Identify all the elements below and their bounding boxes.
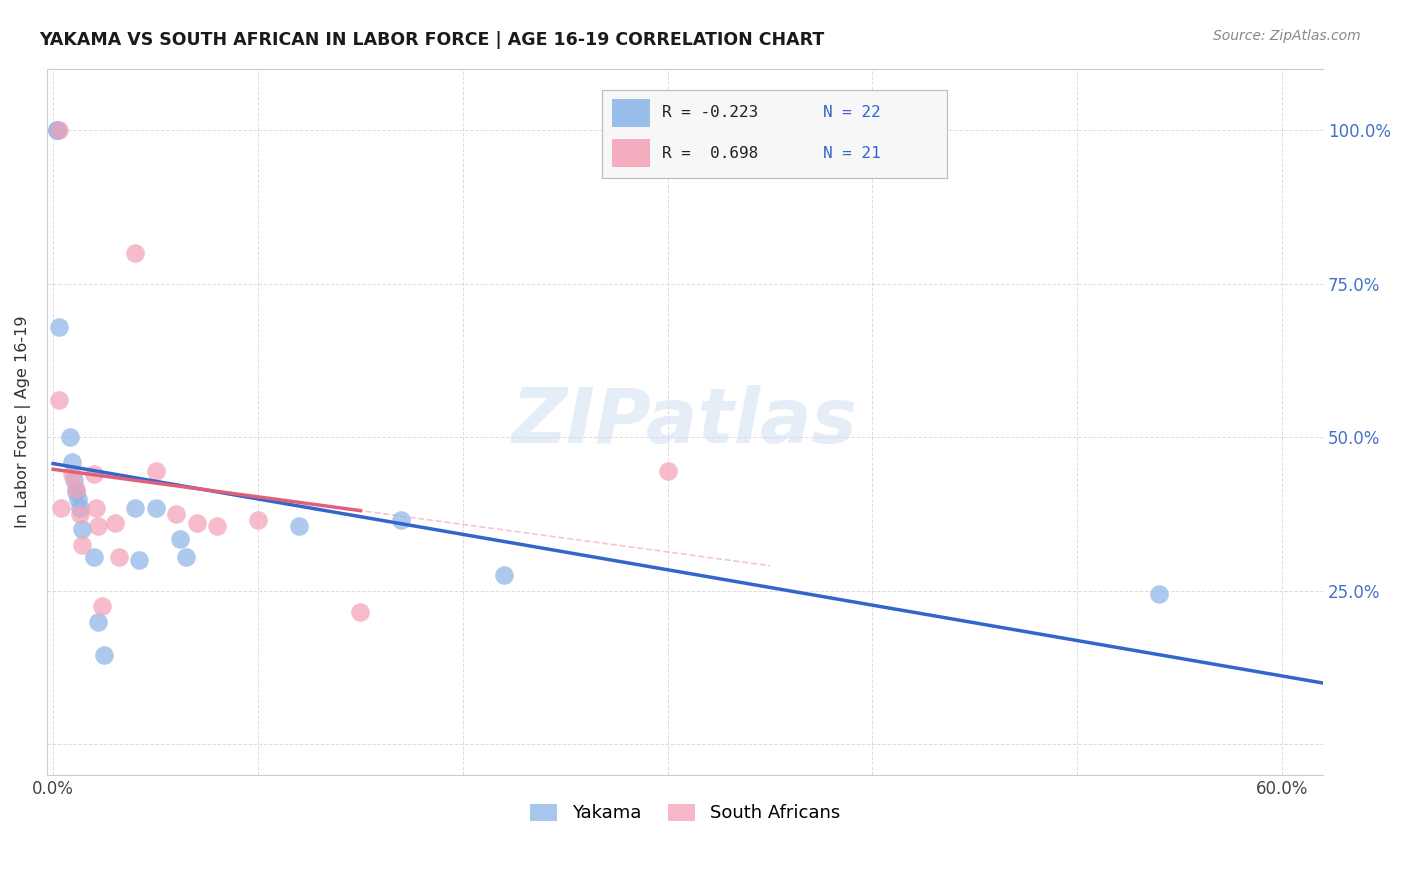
Point xyxy=(66,491,89,506)
Point xyxy=(83,549,105,564)
Point xyxy=(69,507,91,521)
Point xyxy=(48,393,70,408)
Point xyxy=(91,599,114,614)
Point xyxy=(60,467,83,481)
Point xyxy=(93,648,115,663)
Point xyxy=(124,245,146,260)
Point xyxy=(46,123,69,137)
Point xyxy=(657,464,679,478)
Point xyxy=(70,538,93,552)
Point xyxy=(46,123,69,137)
Point xyxy=(84,500,107,515)
Point xyxy=(69,500,91,515)
Point xyxy=(349,605,371,619)
Text: Source: ZipAtlas.com: Source: ZipAtlas.com xyxy=(1213,29,1361,43)
Point xyxy=(60,455,83,469)
Point xyxy=(87,615,110,629)
Point xyxy=(165,507,187,521)
Point xyxy=(205,519,228,533)
Point xyxy=(246,513,269,527)
Point xyxy=(174,549,197,564)
Point xyxy=(58,430,80,444)
Point xyxy=(87,519,110,533)
Point xyxy=(48,123,70,137)
Point xyxy=(124,500,146,515)
Point xyxy=(65,485,87,500)
Point xyxy=(288,519,311,533)
Point xyxy=(103,516,125,531)
Point xyxy=(83,467,105,481)
Text: ZIPatlas: ZIPatlas xyxy=(512,384,858,458)
Point xyxy=(62,473,84,487)
Point xyxy=(65,483,87,497)
Text: YAKAMA VS SOUTH AFRICAN IN LABOR FORCE | AGE 16-19 CORRELATION CHART: YAKAMA VS SOUTH AFRICAN IN LABOR FORCE |… xyxy=(39,31,824,49)
Point xyxy=(492,568,515,582)
Point xyxy=(169,532,191,546)
Legend: Yakama, South Africans: Yakama, South Africans xyxy=(523,797,848,830)
Point xyxy=(145,500,167,515)
Point xyxy=(51,500,73,515)
Point xyxy=(1149,587,1171,601)
Point xyxy=(186,516,208,531)
Point xyxy=(48,319,70,334)
Point xyxy=(70,522,93,536)
Y-axis label: In Labor Force | Age 16-19: In Labor Force | Age 16-19 xyxy=(15,316,31,528)
Point xyxy=(107,549,129,564)
Point xyxy=(389,513,412,527)
Point xyxy=(128,553,150,567)
Point xyxy=(145,464,167,478)
